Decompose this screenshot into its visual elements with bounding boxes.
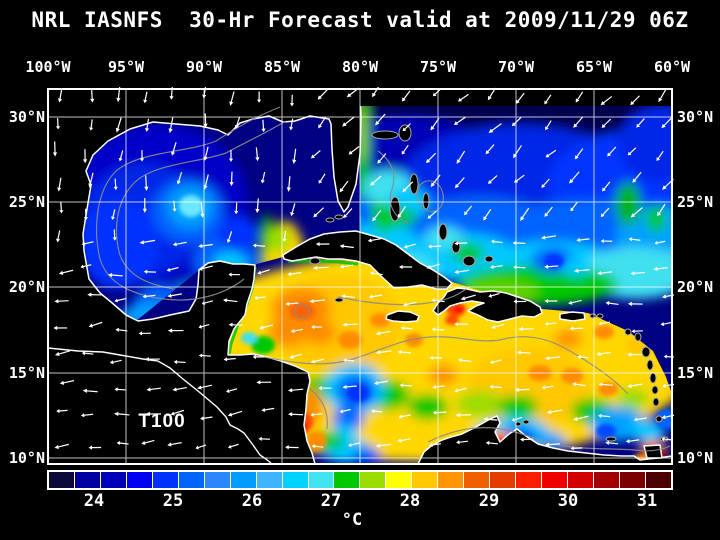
lat-label: 20°N xyxy=(677,278,714,296)
colorbar-cell xyxy=(490,472,516,488)
colorbar-cell xyxy=(438,472,464,488)
lat-label: 10°N xyxy=(677,449,714,467)
colorbar-cell xyxy=(74,472,100,488)
colorbar-cell xyxy=(386,472,412,488)
lon-label: 95°W xyxy=(107,58,145,76)
colorbar-unit-label: °C xyxy=(341,510,363,530)
lat-label: 25°N xyxy=(677,193,714,211)
colorbar-cell xyxy=(49,472,74,488)
lat-label: 30°N xyxy=(8,108,45,126)
colorbar-cell xyxy=(100,472,126,488)
colorbar-tick: 24 xyxy=(83,491,105,511)
temperature-field-map: T100 xyxy=(47,84,677,465)
colorbar-tick: 27 xyxy=(320,491,342,511)
lon-label: 80°W xyxy=(341,58,379,76)
colorbar-cell xyxy=(230,472,256,488)
lon-label: 85°W xyxy=(263,58,301,76)
lat-label: 15°N xyxy=(677,364,714,382)
temperature-colorbar xyxy=(47,470,673,490)
colorbar-cell xyxy=(360,472,386,488)
wind-vectors xyxy=(52,84,677,451)
colorbar-cell xyxy=(412,472,438,488)
colorbar-cell xyxy=(334,472,360,488)
lat-label: 15°N xyxy=(8,364,45,382)
colorbar-cell xyxy=(204,472,230,488)
colorbar-cell xyxy=(256,472,282,488)
colorbar-cell xyxy=(282,472,308,488)
colorbar-cell xyxy=(178,472,204,488)
lon-label: 60°W xyxy=(653,58,691,76)
lat-label: 10°N xyxy=(8,449,45,467)
lon-label: 70°W xyxy=(497,58,535,76)
page-title: NRL IASNFS 30-Hr Forecast valid at 2009/… xyxy=(31,8,689,32)
lon-label: 100°W xyxy=(25,58,71,76)
colorbar-cell xyxy=(308,472,334,488)
colorbar-cell xyxy=(152,472,178,488)
colorbar-tick: 30 xyxy=(557,491,579,511)
colorbar-cell xyxy=(464,472,490,488)
colorbar-cell xyxy=(568,472,594,488)
colorbar-cell xyxy=(594,472,619,488)
colorbar-tick: 31 xyxy=(636,491,658,511)
lat-label: 30°N xyxy=(677,108,714,126)
map-variable-label: T100 xyxy=(138,411,185,432)
colorbar-tick: 29 xyxy=(478,491,500,511)
colorbar-tick: 25 xyxy=(162,491,184,511)
forecast-map: T100 xyxy=(46,84,677,465)
colorbar-cell xyxy=(126,472,152,488)
lon-label: 75°W xyxy=(419,58,457,76)
colorbar-cell xyxy=(516,472,542,488)
lon-label: 90°W xyxy=(185,58,223,76)
colorbar-tick: 26 xyxy=(241,491,263,511)
colorbar-tick: 28 xyxy=(399,491,421,511)
colorbar-cell xyxy=(619,472,645,488)
colorbar-cell xyxy=(542,472,568,488)
lat-label: 20°N xyxy=(8,278,45,296)
lon-label: 65°W xyxy=(575,58,613,76)
colorbar-cell xyxy=(645,472,671,488)
lat-label: 25°N xyxy=(8,193,45,211)
